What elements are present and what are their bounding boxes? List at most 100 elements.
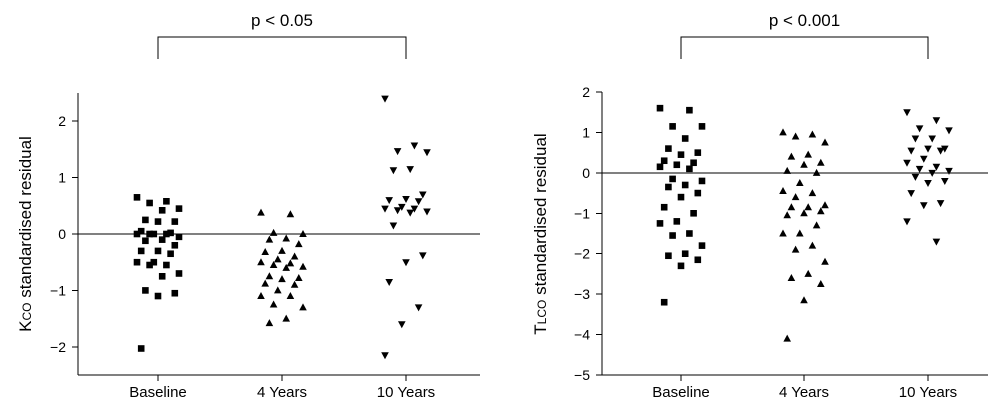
- y-tick-label: 0: [58, 226, 66, 242]
- data-point-square: [154, 247, 162, 255]
- data-point-square: [686, 165, 693, 173]
- data-point-triangle-up: [804, 150, 812, 158]
- data-point-square: [660, 298, 668, 306]
- data-point-triangle-down: [907, 190, 915, 198]
- data-point-square: [677, 193, 685, 201]
- data-point-triangle-down: [414, 304, 423, 312]
- y-tick-label: −2: [50, 339, 66, 355]
- data-point-square: [137, 345, 145, 352]
- data-point-square: [175, 205, 183, 212]
- data-point-triangle-up: [282, 234, 290, 242]
- data-point-triangle-up: [808, 241, 817, 249]
- data-point-square: [171, 289, 179, 297]
- y-tick-label: −1: [574, 205, 590, 221]
- x-category-label: Baseline: [129, 384, 187, 401]
- data-point-triangle-down: [924, 145, 932, 153]
- data-point-square: [660, 157, 668, 165]
- data-point-triangle-down: [924, 179, 932, 187]
- y-tick-label: 1: [58, 170, 66, 186]
- data-point-triangle-up: [821, 138, 829, 146]
- data-point-triangle-up: [821, 257, 829, 265]
- data-point-triangle-up: [787, 203, 796, 211]
- chart-panel-2: 2 1 0 −1 −2 −3 −4 −5 Baseline 4 Years 10 Years TLCO…: [531, 11, 988, 401]
- data-point-triangle-down: [419, 252, 427, 260]
- data-point-square: [137, 247, 145, 255]
- data-point-triangle-up: [295, 240, 303, 248]
- data-point-triangle-up: [257, 258, 265, 266]
- data-point-square: [698, 242, 706, 249]
- data-point-triangle-down: [381, 95, 389, 103]
- data-point-square: [665, 252, 672, 260]
- data-point-triangle-down: [903, 159, 911, 167]
- data-point-square: [673, 161, 681, 169]
- data-point-square: [681, 181, 689, 189]
- data-point-square: [694, 256, 702, 264]
- significance-label: p < 0.001: [769, 11, 840, 30]
- data-point-triangle-up: [286, 210, 295, 218]
- data-point-square: [660, 203, 668, 211]
- data-point-square: [158, 207, 166, 214]
- data-point-square: [669, 123, 676, 130]
- data-point-square: [694, 189, 702, 197]
- x-category-label: 10 Years: [899, 384, 957, 401]
- data-point-square: [686, 106, 693, 114]
- data-point-triangle-up: [800, 160, 808, 168]
- data-point-triangle-down: [920, 155, 928, 163]
- data-point-square: [656, 104, 664, 112]
- data-point-square: [171, 218, 179, 225]
- data-point-triangle-up: [290, 252, 299, 260]
- data-point-square: [690, 209, 697, 217]
- y-tick-label: −1: [50, 282, 66, 298]
- data-point-square: [669, 175, 676, 183]
- data-point-triangle-down: [423, 208, 431, 216]
- data-point-square: [158, 236, 166, 243]
- data-point-square: [133, 194, 141, 201]
- data-point-triangle-down: [936, 147, 945, 155]
- data-point-triangle-up: [812, 168, 821, 176]
- data-point-triangle-down: [920, 202, 928, 210]
- data-point-triangle-down: [932, 117, 941, 125]
- data-point-triangle-down: [406, 166, 414, 174]
- data-point-triangle-down: [419, 191, 427, 199]
- data-point-triangle-down: [381, 205, 389, 213]
- data-point-triangle-up: [783, 166, 791, 174]
- data-point-triangle-up: [783, 334, 791, 342]
- data-point-triangle-up: [817, 207, 825, 215]
- data-point-square: [154, 292, 162, 300]
- data-point-triangle-up: [808, 189, 817, 197]
- data-point-triangle-up: [812, 221, 821, 229]
- data-point-triangle-down: [941, 177, 949, 185]
- data-point-square: [146, 230, 153, 238]
- data-point-square: [673, 218, 681, 225]
- y-axis-label: KCO standardised residual: [16, 136, 35, 332]
- data-point-triangle-up: [804, 203, 812, 211]
- data-point-square: [656, 163, 664, 171]
- data-point-square: [146, 199, 153, 207]
- data-point-triangle-up: [299, 262, 307, 270]
- x-category-label: 4 Years: [257, 384, 307, 401]
- y-axis-label: TLCO standardised residual: [531, 133, 550, 334]
- data-point-triangle-down: [398, 321, 406, 329]
- data-point-triangle-down: [414, 198, 423, 206]
- data-point-square: [665, 183, 672, 191]
- data-point-square: [681, 135, 689, 142]
- data-point-triangle-up: [282, 263, 290, 271]
- data-point-triangle-up: [796, 178, 804, 186]
- data-point-square: [133, 258, 141, 266]
- data-point-square: [163, 261, 170, 269]
- data-point-triangle-down: [410, 142, 419, 150]
- data-point-triangle-up: [274, 286, 282, 294]
- data-point-triangle-up: [804, 269, 812, 277]
- data-point-triangle-down: [410, 205, 419, 213]
- y-tick-label: 1: [582, 124, 590, 140]
- data-point-square: [163, 230, 170, 238]
- data-point-triangle-down: [941, 145, 949, 153]
- data-point-triangle-up: [257, 208, 265, 216]
- data-point-triangle-up: [269, 261, 278, 269]
- data-point-square: [677, 151, 685, 158]
- data-point-triangle-down: [928, 169, 936, 177]
- data-point-square: [665, 145, 672, 152]
- data-point-triangle-up: [295, 273, 303, 281]
- data-point-triangle-up: [779, 128, 787, 136]
